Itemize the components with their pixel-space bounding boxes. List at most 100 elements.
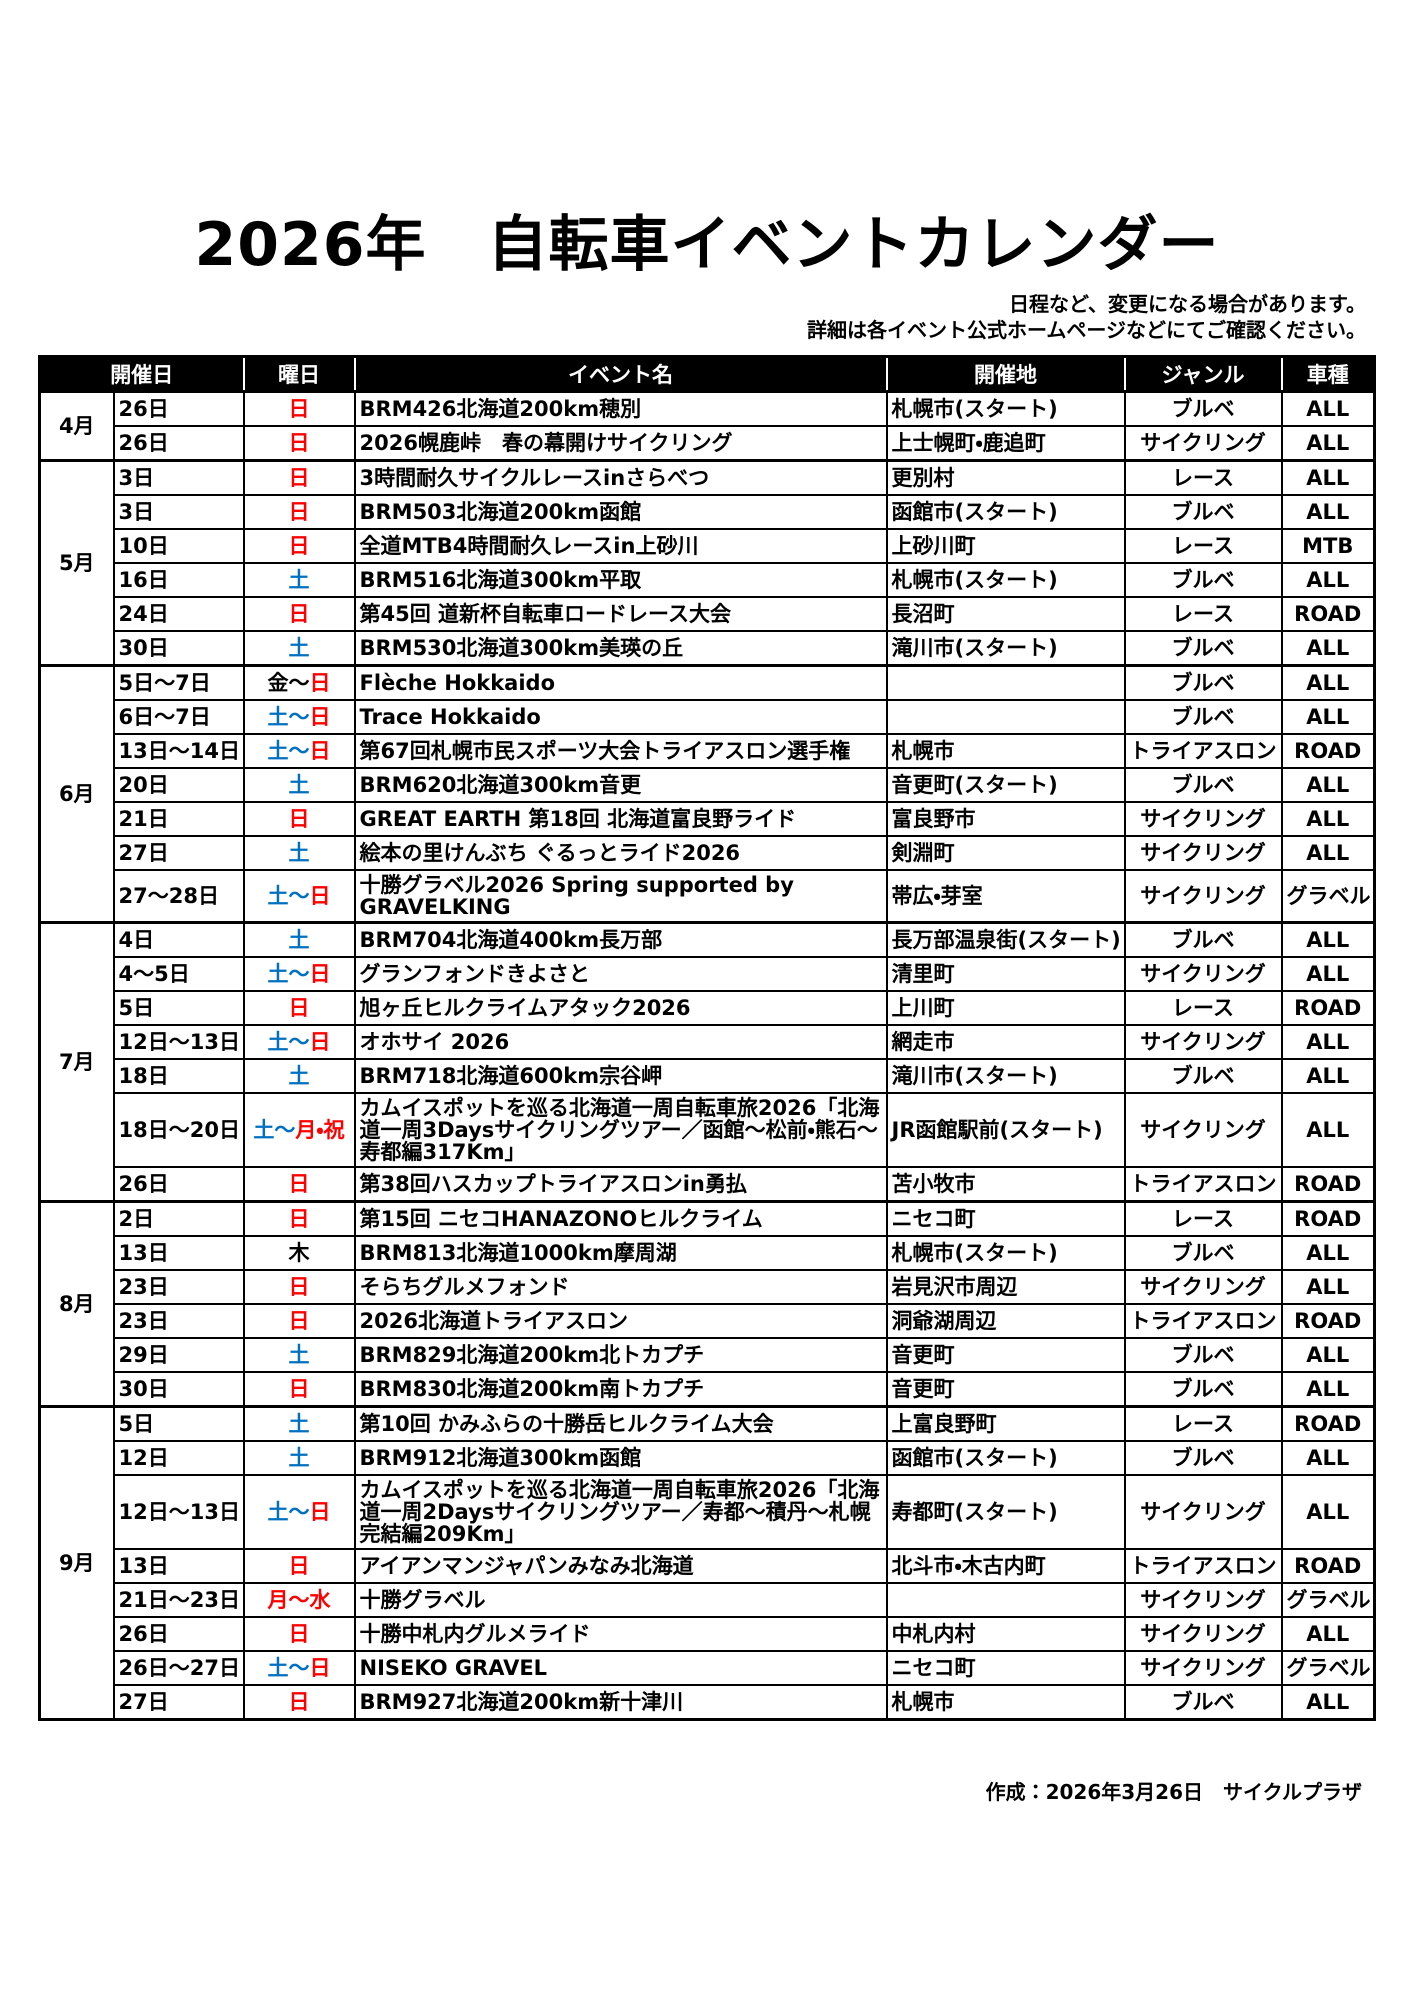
weekday-cell: 日	[242, 528, 356, 564]
weekday-cell: 土	[242, 921, 356, 959]
weekday-cell: 木	[242, 1235, 356, 1272]
bike-cell: ALL	[1280, 459, 1376, 496]
weekday-text: 土～	[267, 1656, 310, 1681]
event-row: 13日 木 BRM813北海道1000km摩周湖 札幌市(スタート) ブルベ ALL	[40, 1235, 1376, 1272]
venue-cell: 岩見沢市周辺	[885, 1269, 1126, 1306]
event-row: 23日 日 そらちグルメフォンド 岩見沢市周辺 サイクリング ALL	[40, 1269, 1376, 1306]
weekday-text: 木	[288, 1241, 310, 1266]
date-cell: 16日	[112, 562, 245, 598]
weekday-cell: 土	[242, 630, 356, 667]
weekday-text: 日	[288, 806, 310, 831]
weekday-text: 日	[288, 1172, 310, 1197]
genre-cell: ブルベ	[1123, 921, 1283, 959]
weekday-cell: 土	[242, 562, 356, 598]
note: 日程など、変更になる場合があります。	[1009, 292, 1366, 316]
date-cell: 24日	[112, 596, 245, 632]
event-row: 27日 日 BRM927北海道200km新十津川 札幌市 ブルベ ALL	[40, 1684, 1376, 1721]
weekday-text: 日	[288, 1309, 310, 1334]
weekday-cell: 日	[242, 990, 356, 1027]
event-name-cell: BRM912北海道300km函館	[353, 1440, 888, 1477]
genre-cell: ブルベ	[1123, 699, 1283, 735]
weekday-text: 土～	[267, 962, 310, 987]
footer: 作成：2026年3月26日 サイクルプラザ	[985, 1780, 1362, 1804]
bike-cell: ROAD	[1280, 990, 1376, 1027]
genre-cell: サイクリング	[1123, 425, 1283, 462]
weekday-text: 日	[309, 1500, 331, 1525]
genre-cell: レース	[1123, 1200, 1283, 1238]
venue-cell: 中札内村	[885, 1616, 1126, 1653]
event-row: 12日 土 BRM912北海道300km函館 函館市(スタート) ブルベ ALL	[40, 1440, 1376, 1477]
bike-cell: ALL	[1280, 835, 1376, 871]
date-cell: 4日	[112, 921, 245, 959]
event-row: 13日～14日 土～日 第67回札幌市民スポーツ大会トライアスロン選手権 札幌市 トライ…	[40, 733, 1376, 769]
date-cell: 27日	[112, 835, 245, 871]
weekday-cell: 日	[242, 1269, 356, 1306]
event-row: 30日 土 BRM530北海道300km美瑛の丘 滝川市(スタート) ブルベ ALL	[40, 630, 1376, 667]
venue-cell: 音更町	[885, 1371, 1126, 1408]
bike-cell: ALL	[1280, 921, 1376, 959]
event-row: 16日 土 BRM516北海道300km平取 札幌市(スタート) ブルベ ALL	[40, 562, 1376, 598]
event-row: 3日 日 BRM503北海道200km函館 函館市(スタート) ブルベ ALL	[40, 494, 1376, 530]
weekday-text: 月・祝	[295, 1118, 345, 1143]
weekday-text: 土	[288, 635, 310, 660]
column-header: イベント名	[353, 356, 888, 392]
event-row: 30日 日 BRM830北海道200km南トカプチ 音更町 ブルベ ALL	[40, 1371, 1376, 1408]
event-name-cell: BRM516北海道300km平取	[353, 562, 888, 598]
weekday-cell: 土～日	[242, 699, 356, 735]
venue-cell: JR函館駅前(スタート)	[885, 1092, 1126, 1169]
month-cell: 9月	[38, 1405, 115, 1721]
date-cell: 26日	[112, 1166, 245, 1203]
event-name-cell: BRM829北海道200km北トカプチ	[353, 1337, 888, 1374]
genre-cell: レース	[1123, 1405, 1283, 1443]
column-header: 開催地	[885, 356, 1126, 392]
weekday-text: 日	[288, 533, 310, 558]
venue-cell: 札幌市(スタート)	[885, 390, 1126, 427]
weekday-cell: 土～月・祝	[242, 1092, 356, 1169]
weekday-cell: 土～日	[242, 869, 356, 924]
weekday-cell: 土	[242, 835, 356, 871]
event-row: 9月 5日土第10回 かみふらの十勝岳ヒルクライム大会 上富良野町 レース ROAD	[38, 1405, 1376, 1721]
event-row: 27～28日 土～日 十勝グラベル2026 Spring supported by …	[40, 869, 1376, 924]
weekday-text: 日	[288, 465, 310, 490]
bike-cell: MTB	[1280, 528, 1376, 564]
weekday-cell: 土	[242, 1337, 356, 1374]
genre-cell: サイクリング	[1123, 1650, 1283, 1687]
weekday-cell: 日	[242, 494, 356, 530]
date-cell: 26日	[112, 425, 245, 462]
event-row: 24日 日 第45回 道新杯自転車ロードレース大会 長沼町 レース ROAD	[40, 596, 1376, 632]
date-cell: 5日	[112, 1405, 245, 1443]
weekday-text: 日	[288, 499, 310, 524]
weekday-cell: 日	[242, 1684, 356, 1721]
date-cell: 3日	[112, 459, 245, 496]
event-row: 5月 3日日 3時間耐久サイクルレースinさらべつ 更別村 レース ALL	[38, 459, 1376, 667]
weekday-text: 月～水	[267, 1588, 331, 1613]
month-cell: 8月	[38, 1200, 115, 1408]
weekday-cell: 日	[242, 1200, 356, 1238]
date-cell: 18日～20日	[112, 1092, 245, 1169]
weekday-text: 土～	[267, 704, 310, 729]
event-row: 18日～20日 土～月・祝 カムイスポットを巡る北海道一周自転車旅2026「北海道一…	[40, 1092, 1376, 1169]
weekday-text: 土	[288, 567, 310, 592]
event-table: 開催日 曜日 イベント名 開催地 ジャンル 車種 4月 26日日 BRM426北海道200km…	[38, 355, 1376, 1722]
weekday-text: 土	[288, 928, 310, 953]
date-cell: 23日	[112, 1303, 245, 1340]
weekday-text: 日	[288, 1207, 310, 1232]
event-row: 23日 日 2026北海道トライアスロン 洞爺湖周辺 トライアスロン ROAD	[40, 1303, 1376, 1340]
event-name-cell: 旭ヶ丘ヒルクライムアタック2026	[353, 990, 888, 1027]
venue-cell: 洞爺湖周辺	[885, 1303, 1126, 1340]
weekday-text: 土～	[267, 738, 310, 763]
genre-cell: サイクリング	[1123, 1582, 1283, 1619]
weekday-text: 土	[288, 1343, 310, 1368]
weekday-text: 土	[288, 1064, 310, 1089]
month-cell: 6月	[38, 663, 115, 924]
genre-cell: ブルベ	[1123, 630, 1283, 667]
date-cell: 27～28日	[112, 869, 245, 924]
genre-cell: ブルベ	[1123, 494, 1283, 530]
weekday-cell: 土	[242, 767, 356, 803]
weekday-cell: 土～日	[242, 1024, 356, 1061]
event-name-cell: 2026幌鹿峠 春の幕開けサイクリング	[353, 425, 888, 462]
weekday-cell: 金～日	[242, 664, 356, 701]
bike-cell: ROAD	[1280, 1548, 1376, 1585]
event-name-cell: BRM530北海道300km美瑛の丘	[353, 630, 888, 667]
